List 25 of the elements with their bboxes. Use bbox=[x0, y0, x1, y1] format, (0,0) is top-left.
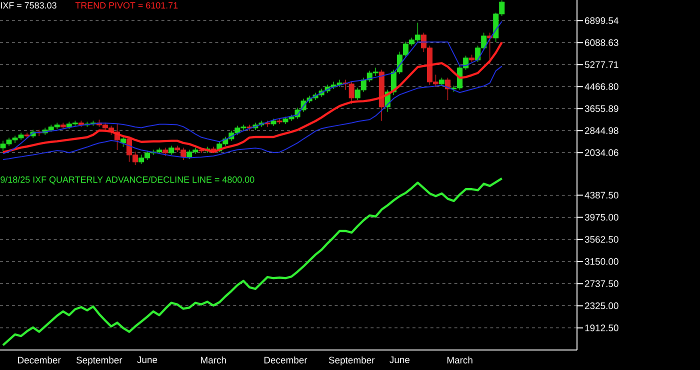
y-tick-label: 2325.00 bbox=[584, 302, 618, 310]
x-tick-label: June bbox=[390, 356, 410, 364]
y-tick-label: 2844.98 bbox=[584, 127, 618, 134]
chart-title: IXF = 7583.03 bbox=[1, 2, 56, 9]
text: TREND PIVOT = 6101.71 bbox=[75, 2, 178, 9]
y-tick-label: 6088.63 bbox=[585, 39, 618, 46]
y-tick-label: 1912.50 bbox=[585, 324, 618, 332]
x-tick-label: September bbox=[76, 356, 122, 366]
x-tick-label: December bbox=[264, 356, 308, 364]
x-tick-label: March bbox=[447, 356, 472, 364]
x-tick-label: December bbox=[18, 356, 61, 364]
y-tick-label: 3562.50 bbox=[584, 236, 618, 243]
x-tick-label: June bbox=[137, 356, 158, 364]
x-tick-label: September bbox=[328, 356, 375, 366]
y-tick-label: 3655.89 bbox=[584, 105, 618, 112]
text: 9/18/25 IXF QUARTERLY ADVANCE/DECLINE LINE = 4800.00 bbox=[0, 176, 254, 184]
y-tick-label: 2034.06 bbox=[584, 149, 618, 156]
y-tick-label: 4466.80 bbox=[584, 83, 618, 90]
y-tick-label: 3975.00 bbox=[584, 214, 618, 221]
x-tick-label: March bbox=[201, 356, 226, 364]
y-tick-label: 2737.50 bbox=[584, 280, 618, 288]
y-tick-label: 4387.50 bbox=[584, 192, 618, 199]
y-tick-label: 3150.00 bbox=[584, 258, 618, 265]
y-tick-label: 6899.54 bbox=[585, 17, 618, 24]
y-tick-label: 5277.71 bbox=[584, 61, 618, 68]
